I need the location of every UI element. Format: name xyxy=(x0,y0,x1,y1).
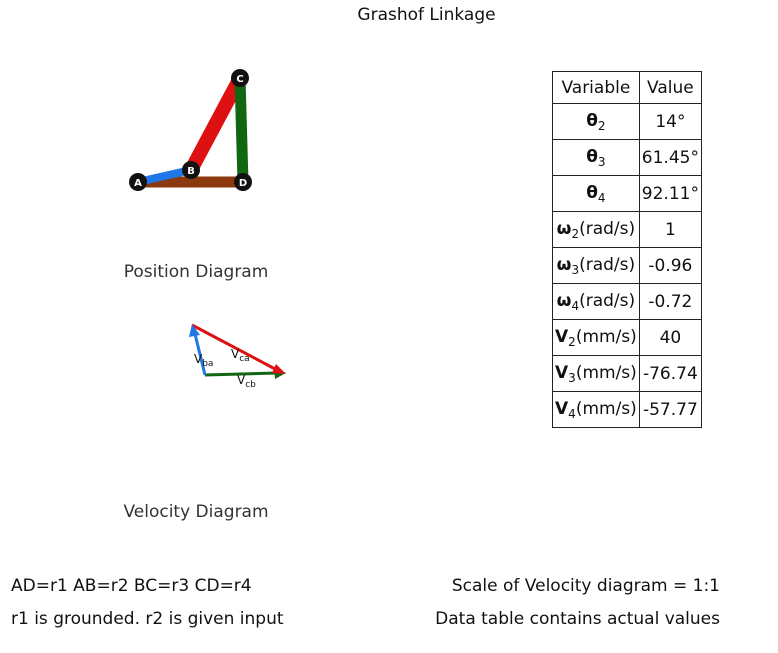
vector-cb xyxy=(204,371,278,377)
variable-cell: θ3 xyxy=(552,139,640,176)
table-row: ω2(rad/s) 1 xyxy=(552,211,702,248)
table-row: V2(mm/s) 40 xyxy=(552,319,702,356)
variable-cell: V4(mm/s) xyxy=(552,391,640,428)
position-diagram: A B C D xyxy=(129,69,252,191)
grounding-note: r1 is grounded. r2 is given input xyxy=(11,609,284,629)
table-row: θ2 14° xyxy=(552,103,702,140)
table-row: V3(mm/s) -76.74 xyxy=(552,355,702,392)
variable-cell: ω4(rad/s) xyxy=(552,283,640,320)
table-row: θ4 92.11° xyxy=(552,175,702,212)
table-row: V4(mm/s) -57.77 xyxy=(552,391,702,428)
variables-table: Variable Value θ2 14° θ3 61.45° θ4 92.11° ω2(r… xyxy=(552,71,702,428)
header-variable: Variable xyxy=(552,71,640,104)
value-cell: -0.96 xyxy=(638,247,702,284)
table-row: θ3 61.45° xyxy=(552,139,702,176)
link-ab xyxy=(134,166,195,186)
link-cd xyxy=(234,72,249,188)
scale-note: Scale of Velocity diagram = 1:1 xyxy=(451,576,720,596)
page-title: Grashof Linkage xyxy=(357,5,496,25)
joint-c: C xyxy=(231,69,249,87)
value-cell: 92.11° xyxy=(638,175,702,212)
value-cell: -0.72 xyxy=(638,283,702,320)
data-note: Data table contains actual values xyxy=(435,609,720,629)
joint-b: B xyxy=(182,161,200,179)
variable-cell: V3(mm/s) xyxy=(552,355,640,392)
link-bc xyxy=(184,71,247,177)
joint-a: A xyxy=(129,173,147,191)
value-cell: 40 xyxy=(638,319,702,356)
svg-text:D: D xyxy=(239,178,247,189)
velocity-diagram-caption: Velocity Diagram xyxy=(123,502,269,522)
table-row: ω4(rad/s) -0.72 xyxy=(552,283,702,320)
variable-cell: ω2(rad/s) xyxy=(552,211,640,248)
svg-text:B: B xyxy=(187,166,195,177)
value-cell: -76.74 xyxy=(638,355,702,392)
label-vca: Vca xyxy=(231,347,250,364)
table-row: ω3(rad/s) -0.96 xyxy=(552,247,702,284)
velocity-diagram: Vba Vca Vcb xyxy=(189,323,286,390)
variable-cell: θ4 xyxy=(552,175,640,212)
value-cell: 14° xyxy=(638,103,702,140)
joint-d: D xyxy=(234,173,252,191)
value-cell: -57.77 xyxy=(638,391,702,428)
value-cell: 1 xyxy=(638,211,702,248)
vector-ca xyxy=(191,323,278,372)
header-value: Value xyxy=(638,71,702,104)
link-definitions: AD=r1 AB=r2 BC=r3 CD=r4 xyxy=(11,576,252,596)
position-diagram-caption: Position Diagram xyxy=(123,262,269,282)
table-header-row: Variable Value xyxy=(552,71,702,104)
svg-text:C: C xyxy=(236,74,243,85)
vector-ba xyxy=(193,333,207,376)
variable-cell: ω3(rad/s) xyxy=(552,247,640,284)
svg-text:A: A xyxy=(134,178,142,189)
value-cell: 61.45° xyxy=(638,139,702,176)
label-vba: Vba xyxy=(194,352,213,369)
variable-cell: V2(mm/s) xyxy=(552,319,640,356)
label-vcb: Vcb xyxy=(237,373,256,390)
variable-cell: θ2 xyxy=(552,103,640,140)
